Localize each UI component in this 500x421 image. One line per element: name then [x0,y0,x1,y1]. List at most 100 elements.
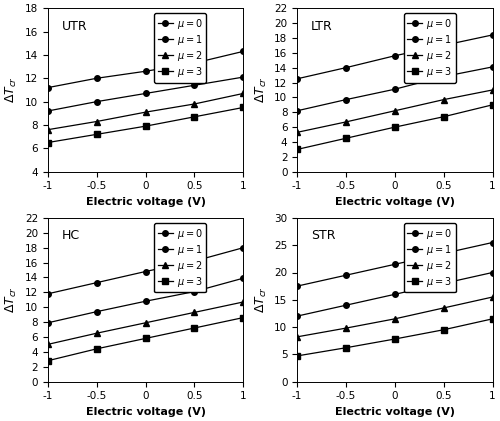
Legend: $\mu = 0$, $\mu = 1$, $\mu = 2$, $\mu = 3$: $\mu = 0$, $\mu = 1$, $\mu = 2$, $\mu = … [404,13,456,83]
$\mu = 0$ [294,284,300,289]
$\mu = 2$ [440,97,446,102]
$\mu = 0$ [240,49,246,54]
$\mu = 2$ [192,310,198,315]
$\mu = 2$ [392,316,398,321]
$\mu = 0$ [142,69,148,74]
$\mu = 1$ [490,64,496,69]
Text: HC: HC [62,229,80,242]
$\mu = 1$ [94,99,100,104]
$\mu = 1$ [240,75,246,80]
$\mu = 0$ [343,65,349,70]
$\mu = 1$ [294,108,300,113]
$\mu = 3$ [490,102,496,107]
Y-axis label: $\Delta T_{cr}$: $\Delta T_{cr}$ [4,77,20,104]
Line: $\mu = 1$: $\mu = 1$ [45,275,246,325]
Line: $\mu = 0$: $\mu = 0$ [45,48,246,91]
$\mu = 1$ [343,303,349,308]
$\mu = 1$ [240,276,246,281]
$\mu = 3$ [142,336,148,341]
$\mu = 3$ [440,114,446,119]
$\mu = 3$ [45,140,51,145]
$\mu = 3$ [94,346,100,352]
Legend: $\mu = 0$, $\mu = 1$, $\mu = 2$, $\mu = 3$: $\mu = 0$, $\mu = 1$, $\mu = 2$, $\mu = … [404,223,456,293]
$\mu = 2$ [490,295,496,300]
$\mu = 0$ [94,280,100,285]
$\mu = 3$ [392,336,398,341]
$\mu = 2$ [392,108,398,113]
$\mu = 3$ [392,125,398,130]
$\mu = 0$ [440,251,446,256]
Line: $\mu = 0$: $\mu = 0$ [294,240,496,289]
$\mu = 0$ [392,53,398,58]
$\mu = 2$ [343,325,349,330]
$\mu = 0$ [294,76,300,81]
$\mu = 2$ [490,88,496,93]
$\mu = 3$ [192,325,198,330]
$\mu = 1$ [192,83,198,88]
$\mu = 0$ [45,85,51,90]
Line: $\mu = 2$: $\mu = 2$ [45,91,246,133]
$\mu = 1$ [294,314,300,319]
$\mu = 2$ [240,299,246,304]
$\mu = 1$ [142,299,148,304]
$\mu = 2$ [192,101,198,107]
$\mu = 0$ [94,76,100,81]
$\mu = 3$ [440,327,446,332]
Text: LTR: LTR [311,20,332,32]
Legend: $\mu = 0$, $\mu = 1$, $\mu = 2$, $\mu = 3$: $\mu = 0$, $\mu = 1$, $\mu = 2$, $\mu = … [154,223,206,293]
$\mu = 3$ [343,345,349,350]
$\mu = 0$ [440,43,446,48]
$\mu = 1$ [490,270,496,275]
$\mu = 0$ [392,262,398,267]
$\mu = 3$ [490,316,496,321]
$\mu = 1$ [45,320,51,325]
$\mu = 0$ [192,258,198,264]
Line: $\mu = 2$: $\mu = 2$ [294,87,496,135]
$\mu = 0$ [142,269,148,274]
Line: $\mu = 0$: $\mu = 0$ [294,32,496,82]
$\mu = 3$ [192,115,198,120]
$\mu = 1$ [440,74,446,79]
Legend: $\mu = 0$, $\mu = 1$, $\mu = 2$, $\mu = 3$: $\mu = 0$, $\mu = 1$, $\mu = 2$, $\mu = … [154,13,206,83]
$\mu = 2$ [142,320,148,325]
$\mu = 1$ [45,109,51,114]
Text: UTR: UTR [62,20,87,32]
X-axis label: Electric voltage (V): Electric voltage (V) [86,407,206,417]
Line: $\mu = 3$: $\mu = 3$ [45,315,246,363]
$\mu = 3$ [45,358,51,363]
Line: $\mu = 1$: $\mu = 1$ [294,64,496,114]
Y-axis label: $\Delta T_{cr}$: $\Delta T_{cr}$ [4,286,20,313]
Y-axis label: $\Delta T_{cr}$: $\Delta T_{cr}$ [254,77,268,104]
Line: $\mu = 0$: $\mu = 0$ [45,245,246,296]
$\mu = 3$ [240,315,246,320]
X-axis label: Electric voltage (V): Electric voltage (V) [86,197,206,207]
$\mu = 3$ [294,147,300,152]
$\mu = 1$ [392,87,398,92]
$\mu = 2$ [45,342,51,347]
$\mu = 3$ [142,124,148,129]
Line: $\mu = 3$: $\mu = 3$ [294,102,496,152]
X-axis label: Electric voltage (V): Electric voltage (V) [335,197,455,207]
Line: $\mu = 1$: $\mu = 1$ [294,270,496,319]
Text: STR: STR [311,229,336,242]
$\mu = 2$ [94,119,100,124]
$\mu = 1$ [440,281,446,286]
Line: $\mu = 1$: $\mu = 1$ [45,75,246,114]
$\mu = 3$ [343,136,349,141]
Line: $\mu = 2$: $\mu = 2$ [45,299,246,347]
$\mu = 2$ [294,334,300,339]
$\mu = 3$ [240,105,246,110]
$\mu = 3$ [294,353,300,358]
$\mu = 1$ [392,292,398,297]
$\mu = 2$ [294,130,300,135]
$\mu = 1$ [94,309,100,314]
Line: $\mu = 3$: $\mu = 3$ [45,105,246,145]
X-axis label: Electric voltage (V): Electric voltage (V) [335,407,455,417]
$\mu = 0$ [343,273,349,278]
Y-axis label: $\Delta T_{cr}$: $\Delta T_{cr}$ [254,286,268,313]
$\mu = 2$ [94,331,100,336]
$\mu = 2$ [142,109,148,115]
$\mu = 1$ [142,91,148,96]
$\mu = 2$ [240,91,246,96]
$\mu = 0$ [192,61,198,66]
